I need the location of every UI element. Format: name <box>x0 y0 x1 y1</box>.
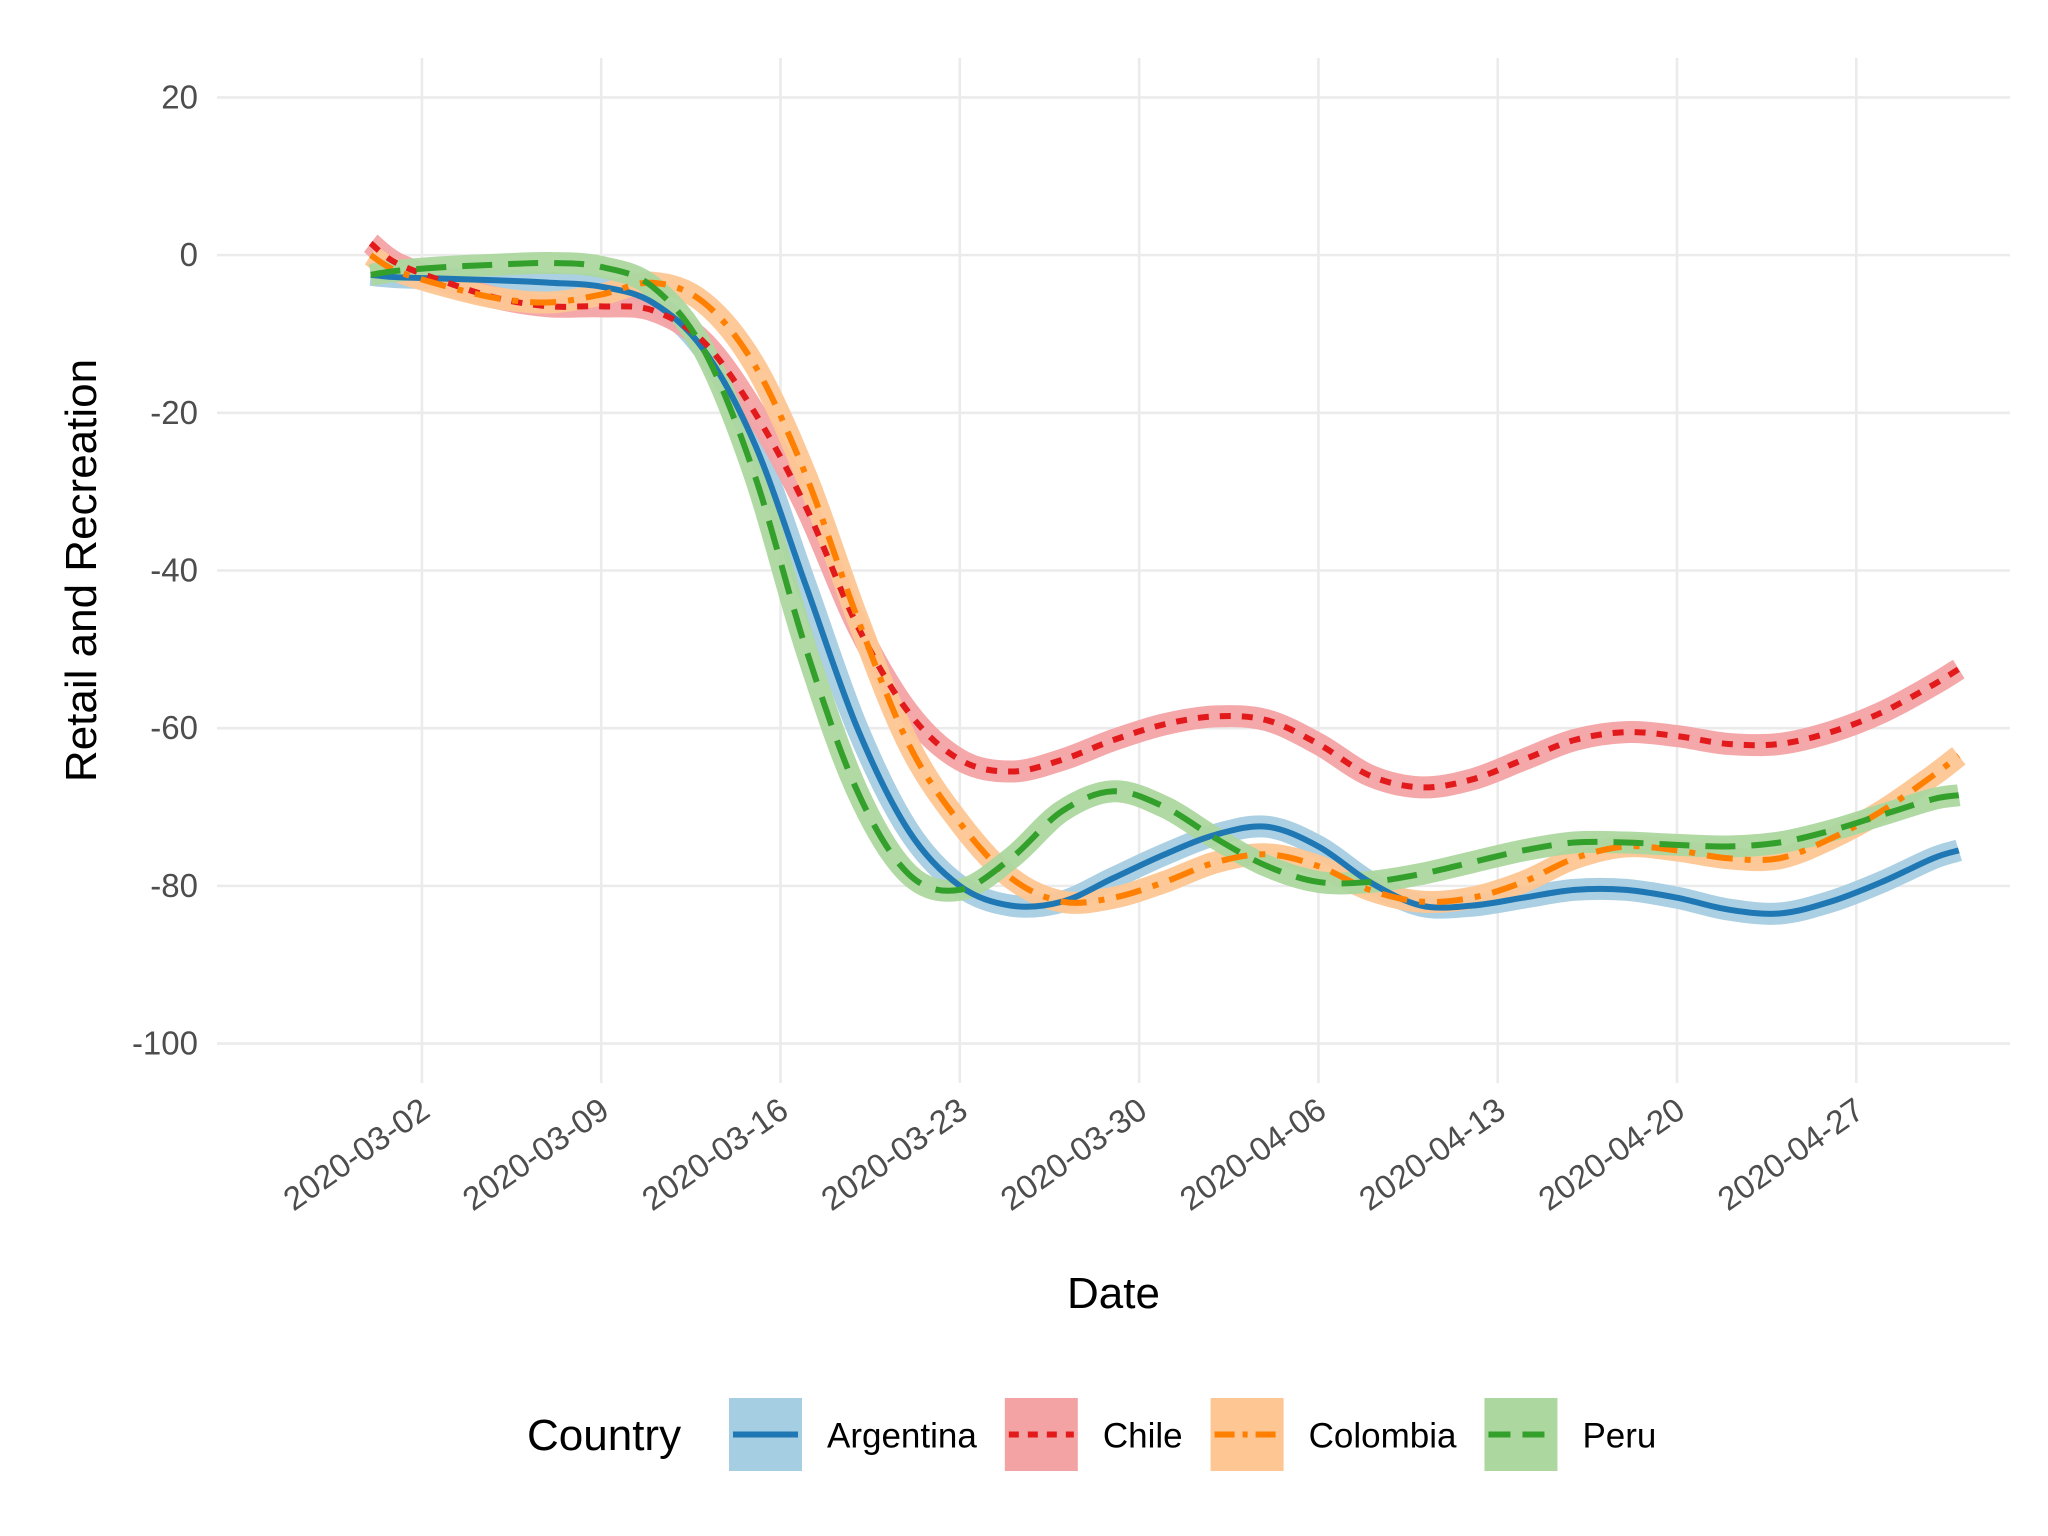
line-colombia <box>369 252 1961 906</box>
x-tick-label: 2020-04-06 <box>1173 1090 1333 1217</box>
legend-title: Country <box>527 1411 681 1460</box>
y-tick-label: -100 <box>132 1025 198 1062</box>
grid <box>217 58 2010 1083</box>
x-tick-label: 2020-04-27 <box>1711 1090 1871 1217</box>
y-tick-label: -80 <box>150 867 198 904</box>
x-tick-label: 2020-03-16 <box>635 1090 795 1217</box>
y-axis-title: Retail and Recreation <box>57 359 106 782</box>
legend-item-colombia: Colombia <box>1210 1398 1457 1471</box>
x-axis-title: Date <box>1067 1269 1160 1318</box>
x-tick-label: 2020-03-09 <box>456 1090 616 1217</box>
y-tick-label: -40 <box>150 552 198 589</box>
x-tick-label: 2020-03-23 <box>814 1090 974 1217</box>
band-peru <box>368 251 1961 902</box>
legend-label: Colombia <box>1309 1417 1457 1456</box>
line-chile <box>368 240 1961 791</box>
legend-label: Chile <box>1103 1417 1183 1456</box>
series-lines <box>368 240 1961 917</box>
x-tick-label: 2020-03-30 <box>994 1090 1154 1217</box>
y-tick-label: 0 <box>180 236 198 273</box>
confidence-bands <box>363 234 1966 925</box>
y-tick-label: -60 <box>150 709 198 746</box>
legend-item-chile: Chile <box>1004 1398 1183 1471</box>
band-chile <box>363 234 1965 799</box>
y-tick-label: -20 <box>150 394 198 431</box>
legend-item-argentina: Argentina <box>729 1398 977 1471</box>
legend: Country Argentina Chile Colombia Peru <box>527 1398 1656 1471</box>
x-axis-ticks: 2020-03-02 2020-03-09 2020-03-16 2020-03-23… <box>276 1090 1870 1217</box>
line-peru <box>370 259 1960 894</box>
x-tick-label: 2020-03-02 <box>276 1090 436 1217</box>
y-axis-ticks: 20 0 -20 -40 -60 -80 -100 <box>132 78 198 1061</box>
legend-label: Argentina <box>827 1417 977 1456</box>
x-tick-label: 2020-04-20 <box>1532 1090 1692 1217</box>
legend-label: Peru <box>1582 1417 1656 1456</box>
x-tick-label: 2020-04-13 <box>1352 1090 1512 1217</box>
y-tick-label: 20 <box>161 78 198 115</box>
legend-item-peru: Peru <box>1484 1398 1656 1471</box>
line-argentina <box>370 271 1960 917</box>
legend-items: Argentina Chile Colombia Peru <box>729 1398 1656 1471</box>
